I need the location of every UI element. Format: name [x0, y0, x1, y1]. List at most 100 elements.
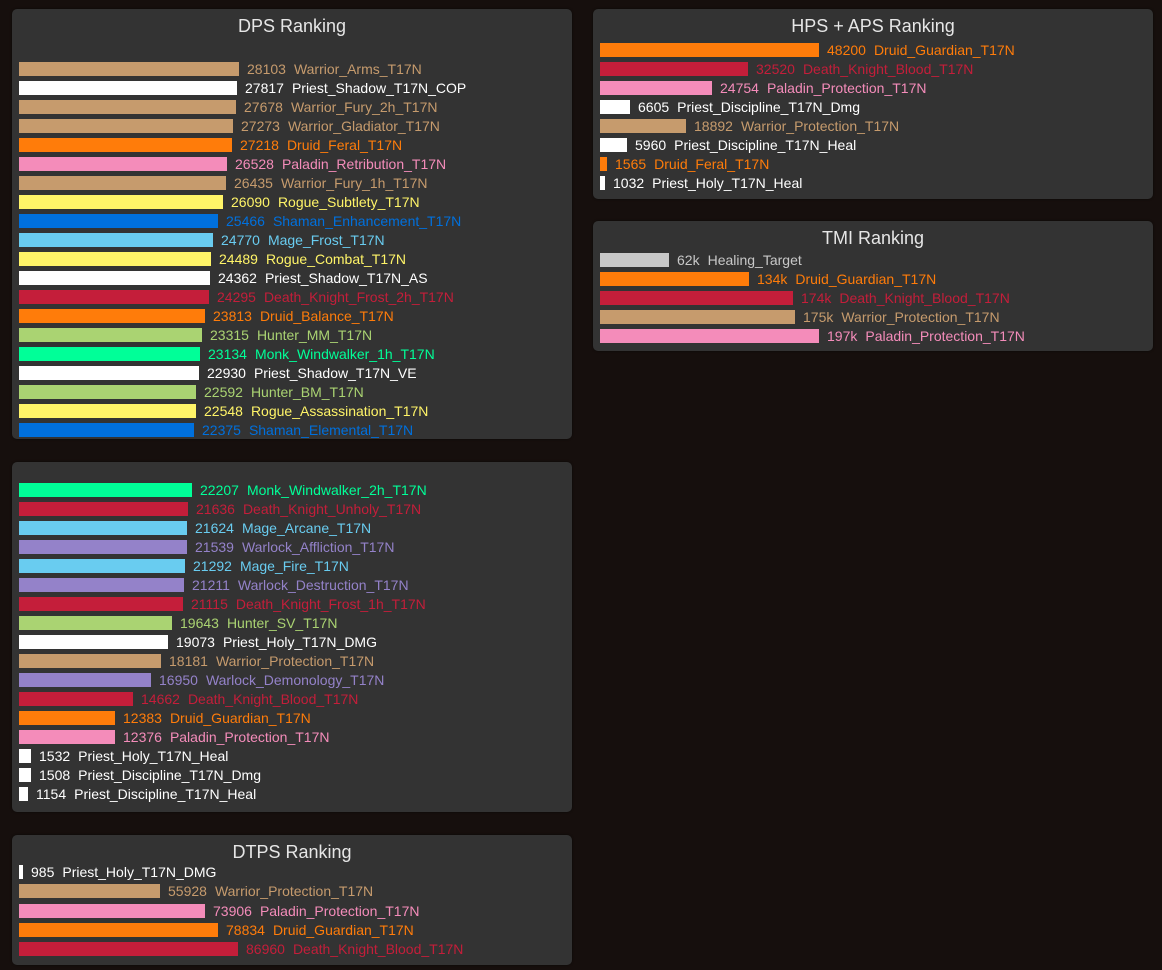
- bar-category: Death_Knight_Blood_T17N: [839, 290, 1010, 306]
- bar-category: Death_Knight_Frost_1h_T17N: [235, 596, 426, 612]
- bar-label: 26090 Rogue_Subtlety_T17N: [231, 193, 420, 212]
- bar: [19, 903, 205, 918]
- bar: [600, 253, 669, 267]
- bar-row: 22592 Hunter_BM_T17N: [19, 383, 559, 400]
- bar: [19, 616, 172, 630]
- bar-label: 23134 Monk_Windwalker_1h_T17N: [208, 345, 435, 364]
- bar-label: 174k Death_Knight_Blood_T17N: [801, 289, 1010, 308]
- bar-label: 48200 Druid_Guardian_T17N: [827, 41, 1015, 60]
- bar-category: Priest_Holy_T17N_Heal: [78, 748, 229, 764]
- bar: [600, 176, 605, 190]
- bar-row: 1154 Priest_Discipline_T17N_Heal: [19, 785, 559, 802]
- bar: [19, 157, 227, 171]
- bar-row: 26090 Rogue_Subtlety_T17N: [19, 193, 559, 210]
- bar-row: 16950 Warlock_Demonology_T17N: [19, 671, 559, 688]
- bar-row: 62k Healing_Target: [600, 251, 1140, 268]
- bar-value: 24295: [217, 289, 256, 305]
- bar-category: Druid_Guardian_T17N: [169, 710, 311, 726]
- bar-label: 27817 Priest_Shadow_T17N_COP: [245, 79, 466, 98]
- bar-category: Paladin_Protection_T17N: [766, 80, 927, 96]
- bar-category: Monk_Windwalker_1h_T17N: [254, 346, 435, 362]
- bar-value: 23134: [208, 346, 247, 362]
- bar-category: Death_Knight_Blood_T17N: [187, 691, 359, 707]
- bar-category: Warlock_Destruction_T17N: [237, 577, 409, 593]
- bar-value: 174k: [801, 290, 832, 306]
- bar-category: Priest_Shadow_T17N_VE: [253, 365, 417, 381]
- bar-row: 21211 Warlock_Destruction_T17N: [19, 576, 559, 593]
- bar-label: 18181 Warrior_Protection_T17N: [169, 652, 374, 671]
- bar-label: 197k Paladin_Protection_T17N: [827, 327, 1025, 346]
- bar-category: Rogue_Assassination_T17N: [250, 403, 429, 419]
- bar: [19, 328, 202, 342]
- bar-label: 21292 Mage_Fire_T17N: [193, 557, 349, 576]
- bar-value: 12383: [123, 710, 162, 726]
- bar-row: 55928 Warrior_Protection_T17N: [19, 882, 559, 899]
- bar-row: 26435 Warrior_Fury_1h_T17N: [19, 174, 559, 191]
- bar-category: Druid_Guardian_T17N: [272, 921, 414, 938]
- bar-value: 1154: [36, 786, 67, 802]
- bar: [19, 100, 236, 114]
- bar-value: 6605: [638, 99, 670, 115]
- bar-row: 86960 Death_Knight_Blood_T17N: [19, 940, 559, 957]
- bar-label: 24754 Paladin_Protection_T17N: [720, 79, 926, 98]
- bar-value: 24489: [219, 251, 258, 267]
- bar-category: Priest_Holy_T17N_DMG: [62, 864, 217, 880]
- bar: [19, 865, 23, 879]
- bar-category: Paladin_Protection_T17N: [169, 729, 330, 745]
- bar: [19, 521, 187, 535]
- bar-value: 197k: [827, 328, 858, 344]
- bar-category: Paladin_Retribution_T17N: [281, 156, 447, 172]
- bar-row: 175k Warrior_Protection_T17N: [600, 308, 1140, 325]
- bar-row: 27273 Warrior_Gladiator_T17N: [19, 117, 559, 134]
- bar-category: Druid_Guardian_T17N: [873, 42, 1015, 58]
- bar-value: 18892: [694, 118, 733, 134]
- bar-value: 24362: [218, 270, 257, 286]
- bar-row: 21115 Death_Knight_Frost_1h_T17N: [19, 595, 559, 612]
- dtps-ranking-panel: DTPS Ranking 985 Priest_Holy_T17N_DMG 5592…: [12, 835, 572, 965]
- bar-value: 26435: [234, 175, 273, 191]
- bar-category: Warrior_Gladiator_T17N: [287, 118, 440, 134]
- bar-row: 21636 Death_Knight_Unholy_T17N: [19, 500, 559, 517]
- bar-value: 23315: [210, 327, 249, 343]
- bar-category: Monk_Windwalker_2h_T17N: [246, 482, 427, 498]
- bar: [19, 404, 196, 418]
- bar-row: 26528 Paladin_Retribution_T17N: [19, 155, 559, 172]
- bar-category: Mage_Arcane_T17N: [241, 520, 372, 536]
- bar-value: 55928: [168, 883, 207, 900]
- bar-category: Paladin_Protection_T17N: [865, 328, 1025, 344]
- bar-label: 134k Druid_Guardian_T17N: [757, 270, 936, 289]
- bar-category: Priest_Holy_T17N_DMG: [222, 634, 377, 650]
- bar-value: 86960: [246, 941, 285, 957]
- bar-value: 19643: [180, 615, 219, 631]
- bar: [19, 271, 210, 285]
- bar-category: Warrior_Arms_T17N: [293, 61, 422, 77]
- bar-category: Warrior_Protection_T17N: [740, 118, 900, 134]
- bar-label: 21539 Warlock_Affliction_T17N: [195, 538, 394, 557]
- bar-value: 26090: [231, 194, 270, 210]
- bar-label: 22375 Shaman_Elemental_T17N: [202, 421, 413, 440]
- bar-value: 73906: [213, 902, 252, 919]
- bar: [19, 366, 199, 380]
- bar: [600, 138, 627, 152]
- bar-row: 25466 Shaman_Enhancement_T17N: [19, 212, 559, 229]
- bar-row: 174k Death_Knight_Blood_T17N: [600, 289, 1140, 306]
- bar-label: 22930 Priest_Shadow_T17N_VE: [207, 364, 417, 383]
- bar: [19, 138, 232, 152]
- bar: [19, 385, 196, 399]
- bar-category: Mage_Frost_T17N: [267, 232, 385, 248]
- bar-row: 985 Priest_Holy_T17N_DMG: [19, 863, 559, 880]
- bar-label: 73906 Paladin_Protection_T17N: [213, 902, 419, 921]
- bar-value: 1565: [615, 156, 647, 172]
- bar-value: 19073: [176, 634, 215, 650]
- bar: [600, 81, 712, 95]
- bar: [19, 290, 209, 304]
- dps-ranking-continued-panel: 22207 Monk_Windwalker_2h_T17N 21636 Death_K…: [12, 462, 572, 812]
- bar-label: 12383 Druid_Guardian_T17N: [123, 709, 311, 728]
- bar-value: 24770: [221, 232, 260, 248]
- bar-category: Mage_Fire_T17N: [239, 558, 349, 574]
- bar-row: 24754 Paladin_Protection_T17N: [600, 79, 1140, 96]
- bar-label: 19643 Hunter_SV_T17N: [180, 614, 337, 633]
- bar-label: 175k Warrior_Protection_T17N: [803, 308, 1000, 327]
- bar-row: 73906 Paladin_Protection_T17N: [19, 902, 559, 919]
- bar-row: 28103 Warrior_Arms_T17N: [19, 60, 559, 77]
